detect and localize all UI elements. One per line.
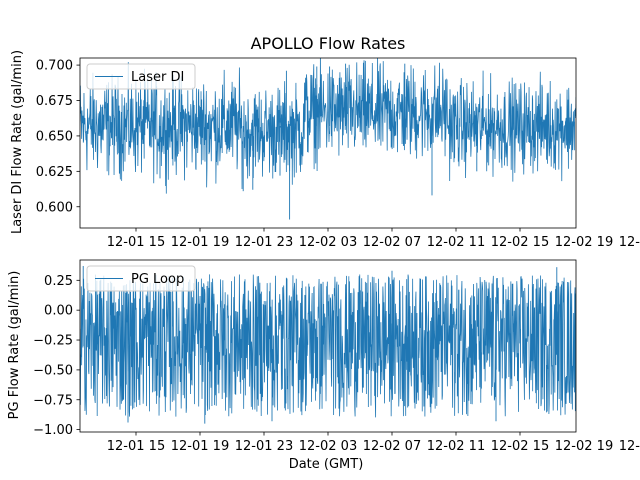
pg-loop-y-tick-label: −1.00 [33,423,73,438]
laser-di-y-axis-label: Laser DI Flow Rate (gal/min) [10,50,25,234]
pg-loop-x-tick-label: 12-02 15 [491,439,549,454]
laser-di-x-tick-label: 12-02 03 [299,235,357,250]
pg-loop-y-axis: −1.00 −0.75 −0.50 −0.25 0.00 0.25 [33,274,80,438]
pg-loop-y-tick-label: −0.50 [33,363,73,378]
laser-di-x-tick-label: 12-02 07 [363,235,421,250]
laser-di-legend: Laser DI [86,63,196,90]
pg-loop-x-axis: 12-01 15 12-01 19 12-01 23 12-02 03 12-02 07… [107,432,640,454]
pg-loop-x-tick-label: 12-01 23 [235,439,293,454]
pg-loop-x-tick-label: 12-02 19 [555,439,613,454]
laser-di-x-tick-label: 12-01 19 [171,235,229,250]
laser-di-y-tick-label: 0.700 [36,59,73,74]
pg-loop-y-axis-label: PG Flow Rate (gal/min) [7,271,22,420]
pg-loop-series-line [80,274,576,418]
laser-di-y-tick-label: 0.675 [36,94,73,109]
laser-di-x-axis: 12-01 15 12-01 19 12-01 23 12-02 03 12-02 07… [107,228,640,250]
chart-title: APOLLO Flow Rates [251,34,406,53]
pg-loop-subplot: −1.00−0.75−0.50−0.250.000.25 12-01 15 12-… [7,259,640,454]
laser-di-x-tick-label: 12-02 11 [427,235,485,250]
laser-di-y-tick-label: 0.600 [36,200,73,215]
pg-loop-legend-box [86,265,196,292]
laser-di-x-tick-label: 12-02 15 [491,235,549,250]
pg-loop-legend: PG Loop [86,265,196,292]
pg-loop-axes-frame [79,259,577,433]
laser-di-x-tick-label: 12-02 23 [619,235,640,250]
pg-loop-x-tick-label: 12-02 03 [299,439,357,454]
pg-loop-y-tick-label: −0.25 [33,334,73,349]
laser-di-y-axis: 0.600 0.625 0.650 0.675 0.700 [36,59,80,215]
pg-loop-x-tick-label: 12-01 15 [107,439,165,454]
pg-loop-plot-area [80,265,576,424]
pg-loop-x-tick-label: 12-02 11 [427,439,485,454]
pg-loop-y-tick-label: 0.25 [44,274,73,289]
pg-loop-legend-label: PG Loop [131,272,184,287]
laser-di-series-line [80,58,576,194]
laser-di-legend-label: Laser DI [131,70,184,85]
x-axis-label: Date (GMT) [289,457,364,472]
laser-di-x-tick-label: 12-01 15 [107,235,165,250]
laser-di-legend-box [86,63,196,90]
laser-di-x-tick-label: 12-02 19 [555,235,613,250]
laser-di-axes-frame [79,57,577,229]
laser-di-x-tick-label: 12-01 23 [235,235,293,250]
pg-loop-x-tick-label: 12-02 07 [363,439,421,454]
laser-di-plot-area [80,58,576,220]
pg-loop-y-tick-label: −0.75 [33,393,73,408]
pg-loop-x-tick-label: 12-01 19 [171,439,229,454]
laser-di-y-tick-label: 0.625 [36,165,73,180]
laser-di-y-tick-label: 0.650 [36,129,73,144]
pg-loop-x-tick-label: 12-02 23 [619,439,640,454]
pg-loop-y-tick-label: 0.00 [44,304,73,319]
